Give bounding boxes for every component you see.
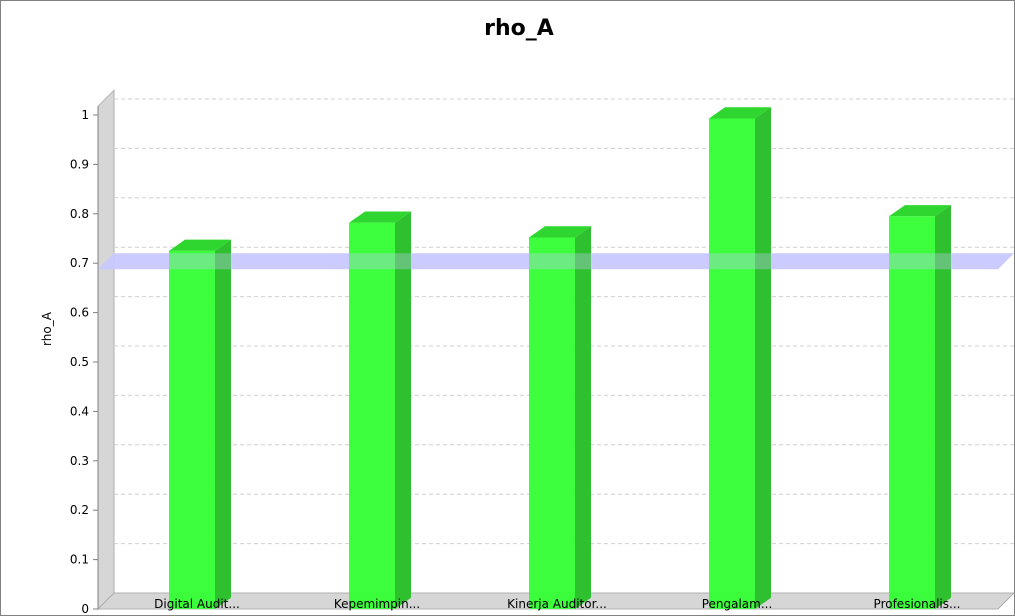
x-tick-label: Pengalam... [702,597,773,611]
y-tick-label: 0.9 [70,157,89,171]
x-tick-label: Kepemimpin... [334,597,420,611]
threshold-band-overlay [98,253,1014,270]
y-tick-label: 0.5 [70,355,89,369]
left-wall [97,89,115,611]
bar-top [169,239,231,251]
bar-side [575,226,591,609]
chart-title: rho_A [484,16,554,41]
y-tick-label: 0.1 [70,553,89,567]
plot-area: 0 0.1 0.2 0.3 0.4 0.5 0.6 0.7 0.8 0.9 1 Digital Aud… [70,89,1014,615]
y-tick-label: 0.7 [70,256,89,270]
bar-top [349,211,411,223]
y-tick-label: 0.4 [70,404,89,418]
y-tick-label: 0.3 [70,454,89,468]
y-tick-label: 0 [81,602,89,615]
y-tick-label: 0.2 [70,503,89,517]
bar [529,237,575,609]
y-axis-label: rho_A [40,311,54,346]
x-tick-label: Kinerja Auditor... [507,597,607,611]
x-tick-label: Digital Audit... [154,597,240,611]
bar [709,118,755,609]
bar-top [529,226,591,238]
bar-top [709,107,771,119]
x-tick-label: Profesionalis... [874,597,961,611]
bar [889,216,935,609]
y-tick-label: 0.6 [70,306,89,320]
bar-top [889,205,951,217]
bar [169,250,215,609]
y-tick-label: 0.8 [70,207,89,221]
bar-side [935,205,951,609]
y-tick-label: 1 [81,108,89,122]
bar [349,222,395,609]
bar-side [215,239,231,609]
bar-side [395,211,411,609]
bar-side [755,107,771,610]
